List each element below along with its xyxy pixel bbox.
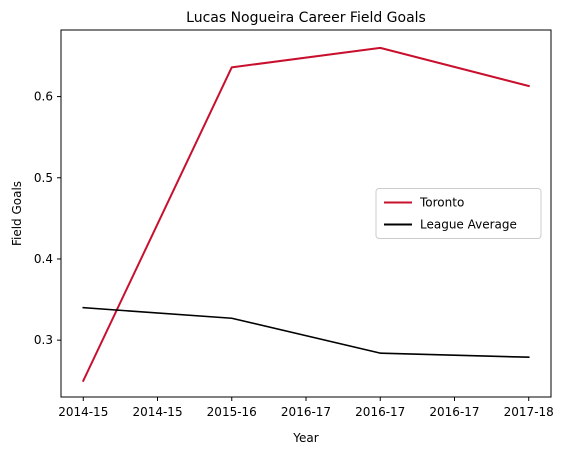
legend: Toronto League Average [375,188,542,239]
x-tick-label: 2014-15 [132,405,182,419]
legend-label-1: League Average [420,218,517,232]
x-tick-label: 2015-16 [207,405,257,419]
y-tick-label: 0.3 [34,333,53,347]
x-tick-label: 2016-17 [281,405,331,419]
plot-area [81,46,530,383]
y-axis-title: Field Goals [10,181,24,246]
y-tick-label: 0.4 [34,252,53,266]
x-tick-label: 2016-17 [355,405,405,419]
legend-box [375,188,542,239]
y-tick-label: 0.6 [34,90,53,104]
chart-title: Lucas Nogueira Career Field Goals [186,10,426,26]
series-line-0 [81,46,530,383]
x-axis-title: Year [292,431,318,445]
series-line-1 [82,306,530,359]
y-tick-label: 0.5 [34,171,53,185]
x-tick-label: 2014-15 [58,405,108,419]
x-tick-label: 2017-18 [504,405,554,419]
axes: 0.3 0.4 0.5 0.6 2014-15 2014-15 2015-16 2016-17… [34,29,554,419]
x-tick-label: 2016-17 [429,405,479,419]
legend-label-0: Toronto [419,196,464,210]
